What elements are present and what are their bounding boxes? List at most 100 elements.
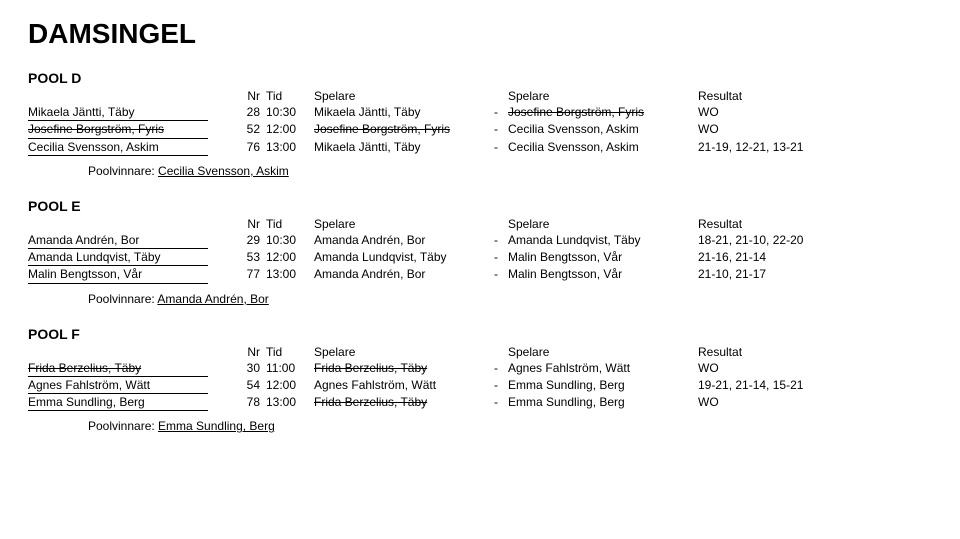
separator: - [494,121,508,138]
match-player2: Cecilia Svensson, Askim [508,121,698,138]
match-tid: 11:00 [266,360,314,377]
pool-winner: Poolvinnare: Emma Sundling, Berg [88,419,932,433]
pool-heading: POOL D [28,70,932,86]
match-nr: 53 [228,249,266,266]
roster-player: Josefine Borgström, Fyris [28,121,228,138]
winner-label: Poolvinnare: [88,419,158,433]
match-player2: Emma Sundling, Berg [508,394,698,411]
match-nr: 28 [228,104,266,121]
roster-player: Agnes Fahlström, Wätt [28,377,228,394]
match-result: 21-16, 21-14 [698,249,932,266]
match-player1: Mikaela Jäntti, Täby [314,139,494,156]
match-nr: 78 [228,394,266,411]
match-row: Malin Bengtsson, Vår7713:00Amanda Andrén… [28,266,932,283]
roster-player: Amanda Lundqvist, Täby [28,249,228,266]
col-resultat: Resultat [698,88,932,104]
separator: - [494,360,508,377]
roster-player: Emma Sundling, Berg [28,394,228,411]
col-spelare1: Spelare [314,344,494,360]
col-tid: Tid [266,344,314,360]
match-player1: Frida Berzelius, Täby [314,394,494,411]
roster-player: Frida Berzelius, Täby [28,360,228,377]
match-nr: 54 [228,377,266,394]
winner-label: Poolvinnare: [88,164,158,178]
col-nr: Nr [228,344,266,360]
col-spelare1: Spelare [314,88,494,104]
col-resultat: Resultat [698,216,932,232]
match-row: Emma Sundling, Berg7813:00Frida Berzeliu… [28,394,932,411]
match-player2: Agnes Fahlström, Wätt [508,360,698,377]
pool-heading: POOL E [28,198,932,214]
match-player1: Amanda Andrén, Bor [314,266,494,283]
pool-header-row: NrTidSpelareSpelareResultat [28,344,932,360]
winner-name: Amanda Andrén, Bor [157,292,268,306]
roster-player: Cecilia Svensson, Askim [28,139,228,156]
separator: - [494,232,508,249]
winner-name: Emma Sundling, Berg [158,419,275,433]
match-row: Frida Berzelius, Täby3011:00Frida Berzel… [28,360,932,377]
match-result: 21-19, 12-21, 13-21 [698,139,932,156]
match-result: 21-10, 21-17 [698,266,932,283]
col-resultat: Resultat [698,344,932,360]
match-tid: 12:00 [266,121,314,138]
match-tid: 12:00 [266,249,314,266]
match-nr: 52 [228,121,266,138]
col-nr: Nr [228,88,266,104]
match-nr: 29 [228,232,266,249]
match-row: Mikaela Jäntti, Täby2810:30Mikaela Jäntt… [28,104,932,121]
match-player2: Emma Sundling, Berg [508,377,698,394]
pool-block: POOL ENrTidSpelareSpelareResultatAmanda … [28,198,932,306]
match-row: Amanda Lundqvist, Täby5312:00Amanda Lund… [28,249,932,266]
match-row: Cecilia Svensson, Askim7613:00Mikaela Jä… [28,139,932,156]
match-row: Josefine Borgström, Fyris5212:00Josefine… [28,121,932,138]
col-nr: Nr [228,216,266,232]
match-result: WO [698,104,932,121]
match-tid: 10:30 [266,104,314,121]
pool-header-row: NrTidSpelareSpelareResultat [28,216,932,232]
match-row: Amanda Andrén, Bor2910:30Amanda Andrén, … [28,232,932,249]
match-result: 18-21, 21-10, 22-20 [698,232,932,249]
roster-player: Malin Bengtsson, Vår [28,266,228,283]
match-nr: 76 [228,139,266,156]
match-player2: Amanda Lundqvist, Täby [508,232,698,249]
match-player2: Cecilia Svensson, Askim [508,139,698,156]
match-player2: Josefine Borgström, Fyris [508,104,698,121]
match-tid: 13:00 [266,394,314,411]
match-player1: Frida Berzelius, Täby [314,360,494,377]
pool-block: POOL FNrTidSpelareSpelareResultatFrida B… [28,326,932,434]
pools-container: POOL DNrTidSpelareSpelareResultatMikaela… [28,70,932,433]
match-result: WO [698,360,932,377]
match-player1: Agnes Fahlström, Wätt [314,377,494,394]
winner-name: Cecilia Svensson, Askim [158,164,289,178]
match-player1: Amanda Lundqvist, Täby [314,249,494,266]
match-result: WO [698,394,932,411]
pool-winner: Poolvinnare: Cecilia Svensson, Askim [88,164,932,178]
match-tid: 13:00 [266,266,314,283]
match-nr: 77 [228,266,266,283]
roster-player: Amanda Andrén, Bor [28,232,228,249]
col-tid: Tid [266,216,314,232]
match-result: WO [698,121,932,138]
match-player1: Mikaela Jäntti, Täby [314,104,494,121]
separator: - [494,377,508,394]
roster-player: Mikaela Jäntti, Täby [28,104,228,121]
separator: - [494,139,508,156]
col-spelare1: Spelare [314,216,494,232]
winner-label: Poolvinnare: [88,292,157,306]
separator: - [494,266,508,283]
pool-header-row: NrTidSpelareSpelareResultat [28,88,932,104]
col-spelare2: Spelare [508,344,698,360]
col-spelare2: Spelare [508,216,698,232]
match-nr: 30 [228,360,266,377]
match-player2: Malin Bengtsson, Vår [508,249,698,266]
match-player1: Amanda Andrén, Bor [314,232,494,249]
match-tid: 12:00 [266,377,314,394]
match-row: Agnes Fahlström, Wätt5412:00Agnes Fahlst… [28,377,932,394]
pool-heading: POOL F [28,326,932,342]
col-spelare2: Spelare [508,88,698,104]
match-player2: Malin Bengtsson, Vår [508,266,698,283]
separator: - [494,104,508,121]
match-result: 19-21, 21-14, 15-21 [698,377,932,394]
page-title: DAMSINGEL [28,18,932,50]
separator: - [494,394,508,411]
